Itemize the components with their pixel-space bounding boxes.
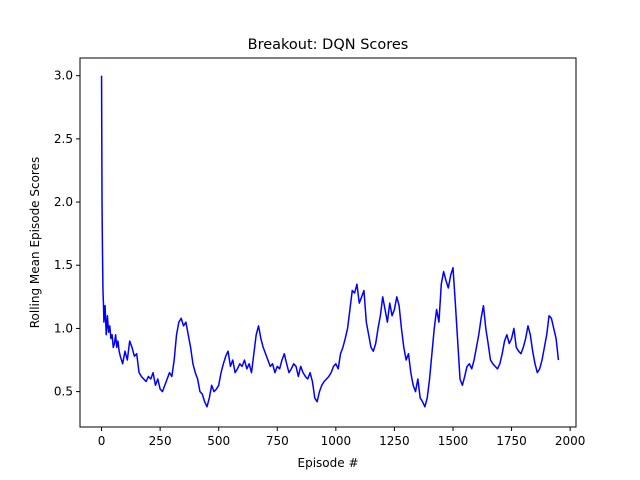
y-axis-ticks: 0.5 1.0 1.5 2.0 2.5 3.0 [54,69,80,399]
y-tick-label: 0.5 [54,385,73,399]
x-tick-label: 500 [207,434,230,448]
y-tick-label: 3.0 [54,69,73,83]
plot-area [100,75,560,408]
x-tick-label: 2000 [555,434,586,448]
y-tick-label: 2.5 [54,132,73,146]
x-tick-label: 1250 [379,434,410,448]
x-tick-label: 1500 [438,434,469,448]
x-axis-label: Episode # [298,456,359,470]
x-tick-label: 0 [98,434,106,448]
y-tick-label: 1.0 [54,321,73,335]
x-tick-label: 750 [266,434,289,448]
x-tick-label: 1000 [321,434,352,448]
chart-title: Breakout: DQN Scores [248,37,409,53]
series-line-0 [100,75,560,408]
y-axis-label: Rolling Mean Episode Scores [28,157,42,329]
x-tick-label: 250 [149,434,172,448]
x-axis-ticks: 0 250 500 750 1000 1250 1500 1750 2000 [98,427,586,448]
plot-frame [79,57,577,428]
y-tick-label: 1.5 [54,258,73,272]
x-tick-label: 1750 [496,434,527,448]
y-tick-label: 2.0 [54,195,73,209]
